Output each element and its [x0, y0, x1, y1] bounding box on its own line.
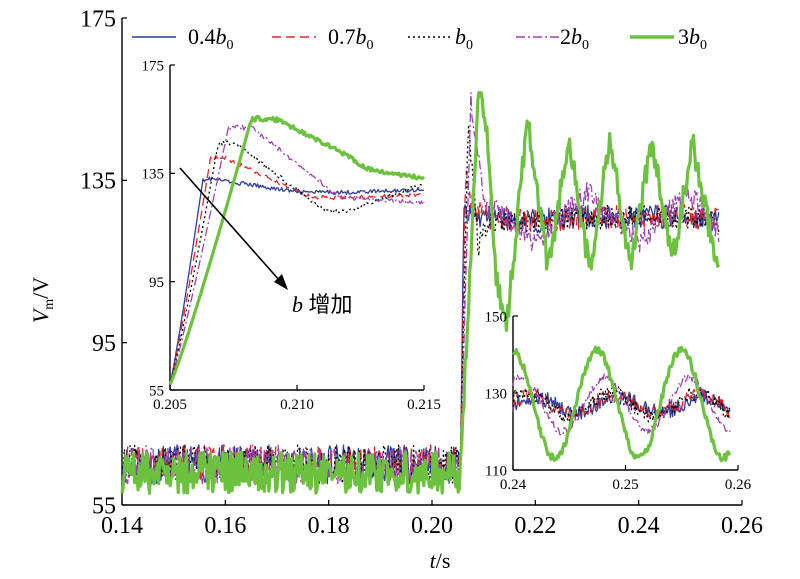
main-y-tick-label: 95 [92, 331, 116, 357]
main-x-tick-label: 0.14 [101, 513, 143, 539]
inset-left-x-tick-label: 0.205 [153, 397, 187, 413]
main-y-tick-label: 175 [80, 6, 116, 32]
inset-left-series-4-line [169, 124, 425, 385]
legend-coef: 0.4 [188, 24, 216, 49]
inset-right-x-tick-label: 0.25 [612, 477, 638, 493]
main-x-tick-label: 0.16 [204, 513, 246, 539]
main-x-tick-label: 0.24 [618, 513, 660, 539]
inset-left-x-tick-label: 0.210 [280, 397, 314, 413]
y-axis-var: V [28, 307, 53, 323]
inset-left-tick-labels: 0.205 0.210 0.215 55 95 135 175 [142, 58, 441, 413]
inset-left-series-5-line [168, 114, 426, 386]
main-axes: 0.14 0.16 0.18 0.20 0.22 0.24 0.26 55 95 135 175 [80, 6, 763, 539]
y-axis-unit: /V [28, 277, 53, 299]
inset-left-series-group [168, 114, 426, 386]
inset-right-x-tick-label: 0.24 [500, 477, 527, 493]
arrow-shaft [179, 167, 281, 282]
legend-symbol: b [356, 24, 367, 49]
inset-left-x-tick-label: 0.215 [407, 397, 441, 413]
inset-left: 0.205 0.210 0.215 55 95 135 175 b 增加 [142, 58, 441, 413]
legend-symbol: b [689, 24, 700, 49]
legend-label-5: 3b0 [678, 24, 707, 53]
inset-right-series-4-line [512, 373, 731, 436]
main-series-5-line [120, 90, 721, 495]
legend-coef: 0.7 [328, 24, 356, 49]
x-axis-var: t [430, 548, 437, 573]
inset-left-y-tick-label: 175 [142, 58, 165, 74]
main-x-tick-label: 0.20 [411, 513, 453, 539]
inset-left-y-tick-label: 135 [142, 167, 165, 183]
legend-symbol: b [216, 24, 227, 49]
main-x-tick-label: 0.18 [308, 513, 350, 539]
increase-annotation: b 增加 [292, 292, 353, 317]
main-tick-marks [121, 17, 743, 506]
legend-label-4: 2b0 [560, 24, 589, 53]
inset-left-y-tick-label: 95 [149, 275, 164, 291]
main-y-tick-label: 135 [80, 169, 116, 195]
inset-right-series-1-line [512, 389, 731, 420]
inset-right-tick-marks [512, 315, 739, 471]
inset-right-series-5-line [512, 345, 732, 463]
inset-left-bg [170, 65, 424, 390]
legend-subscript: 0 [466, 38, 473, 53]
legend-label-1: 0.4b0 [188, 24, 234, 53]
inset-right-tick-labels: 0.24 0.25 0.26 110 130 150 [485, 309, 752, 493]
increase-arrow [179, 167, 288, 290]
legend: 0.4b0 0.7b0 b0 2b0 3b0 [132, 24, 707, 53]
legend-symbol: b [455, 24, 466, 49]
y-axis-sub: m [42, 299, 57, 310]
inset-right: 0.24 0.25 0.26 110 130 150 [485, 309, 752, 493]
main-x-tick-label: 0.22 [514, 513, 556, 539]
main-x-tick-label: 0.26 [721, 513, 763, 539]
inset-right-series-2-line [512, 386, 731, 423]
x-axis-title: t/s [430, 548, 451, 573]
main-y-tick-label: 55 [92, 493, 116, 519]
inset-right-y-tick-label: 150 [485, 309, 508, 325]
inset-right-y-tick-label: 110 [485, 463, 507, 479]
inset-left-tick-marks [169, 64, 425, 391]
legend-label-2: 0.7b0 [328, 24, 374, 53]
x-axis-unit: /s [436, 548, 451, 573]
legend-subscript: 0 [367, 38, 374, 53]
legend-label-3: b0 [455, 24, 473, 53]
legend-subscript: 0 [700, 38, 707, 53]
arrow-head [274, 274, 288, 290]
inset-right-y-tick-label: 130 [485, 386, 508, 402]
inset-right-series-group [512, 345, 732, 463]
legend-subscript: 0 [582, 38, 589, 53]
inset-left-y-tick-label: 55 [149, 383, 164, 399]
legend-symbol: b [571, 24, 582, 49]
annotation-text: 增加 [303, 292, 353, 317]
inset-left-series-2-line [169, 154, 425, 385]
y-axis-title: Vm/V [28, 277, 57, 323]
annotation-var: b [292, 292, 303, 317]
inset-right-x-tick-label: 0.26 [725, 477, 752, 493]
legend-coef: 2 [560, 24, 571, 49]
legend-coef: 3 [678, 24, 689, 49]
main-tick-labels: 0.14 0.16 0.18 0.20 0.22 0.24 0.26 55 95 135 175 [80, 6, 763, 539]
main-series-group [120, 90, 721, 495]
legend-subscript: 0 [227, 38, 234, 53]
